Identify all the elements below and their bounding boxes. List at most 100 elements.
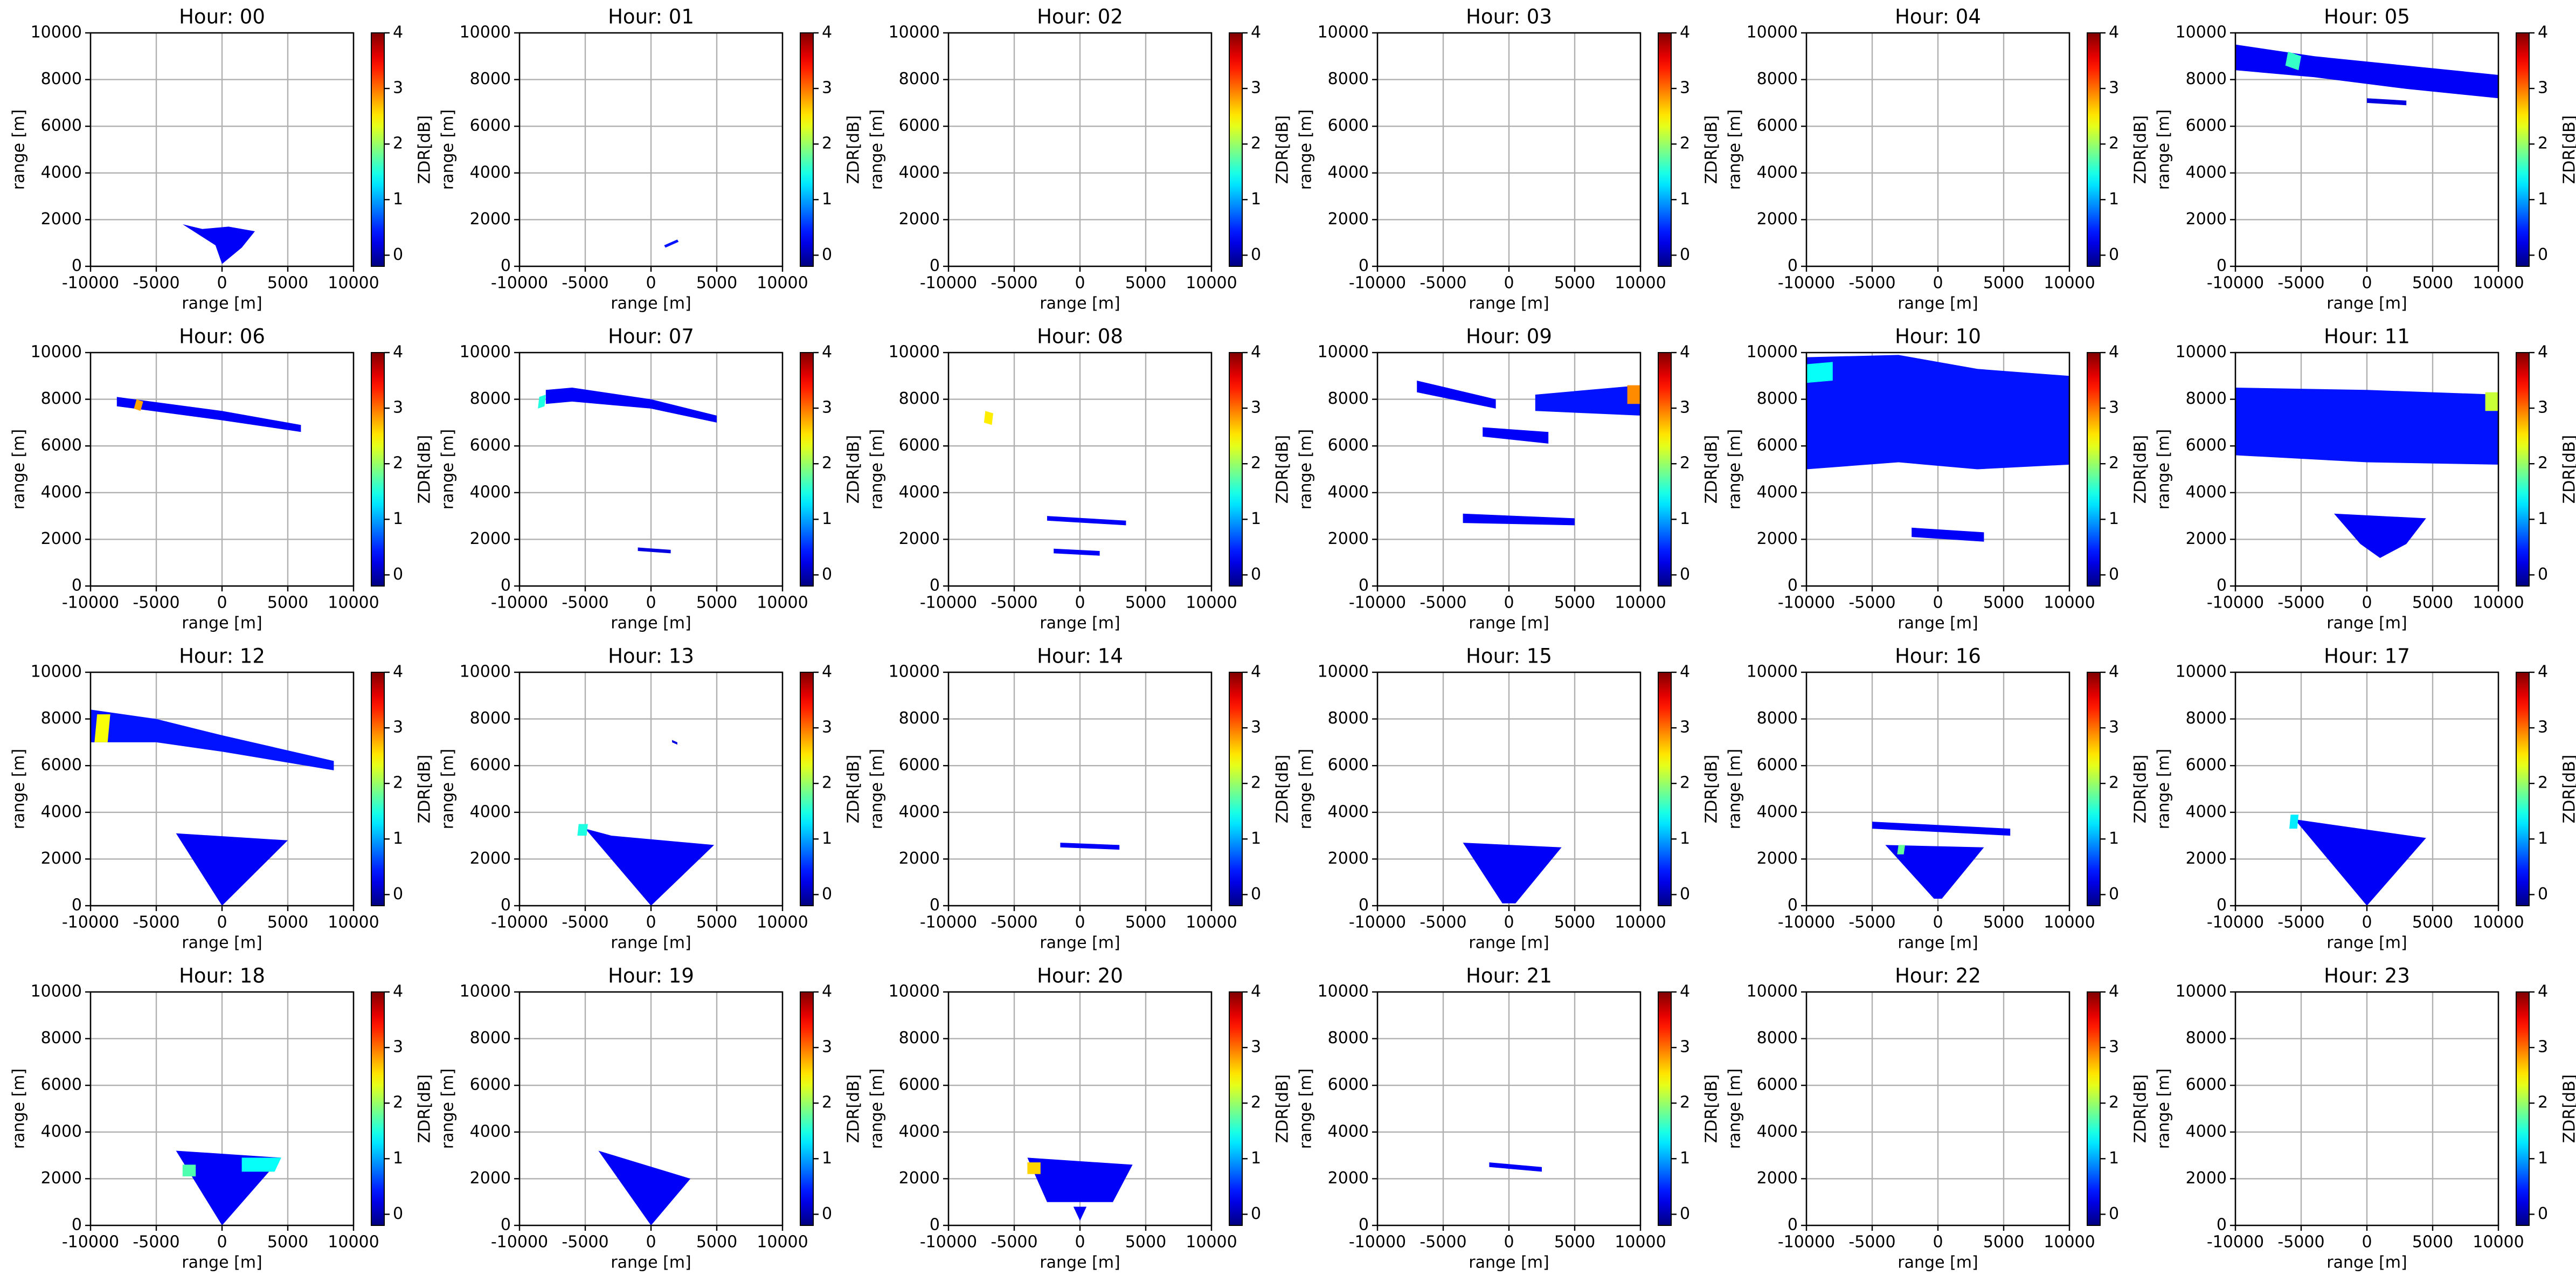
- y-tick-label: 0: [72, 257, 82, 275]
- y-tick-label: 10000: [460, 343, 511, 362]
- y-tick-label: 0: [501, 257, 511, 275]
- colorbar-tick-label: 1: [2538, 829, 2548, 848]
- axes-frame: [947, 351, 1213, 587]
- axes-frame: [2234, 991, 2499, 1226]
- y-tick-label: 10000: [460, 982, 511, 1001]
- x-tick-label: -5000: [2277, 1233, 2324, 1252]
- x-tick-label: -10000: [1349, 1233, 1406, 1252]
- subplot-title: Hour: 18: [179, 964, 265, 988]
- echo: [1417, 380, 1496, 409]
- x-tick-label: 0: [2362, 274, 2372, 293]
- colorbar-tick-label: 0: [393, 565, 403, 584]
- colorbar-tick-label: 0: [2109, 1204, 2119, 1223]
- y-axis-label: range [m]: [1297, 1069, 1315, 1149]
- x-tick-label: -5000: [562, 913, 608, 932]
- y-tick-label: 6000: [1328, 116, 1369, 135]
- colorbar-tick-label: 2: [1251, 1093, 1261, 1112]
- x-tick-label: -10000: [1349, 913, 1406, 932]
- y-tick-label: 6000: [470, 116, 511, 135]
- subplot-title: Hour: 04: [1895, 5, 1981, 29]
- colorbar-tick-label: 2: [1680, 774, 1690, 792]
- y-tick-label: 4000: [899, 163, 940, 182]
- x-tick-label: -5000: [133, 913, 179, 932]
- colorbar-tick-label: 4: [822, 663, 832, 681]
- colorbar: [1658, 32, 1672, 267]
- y-tick-label: 2000: [1328, 210, 1369, 229]
- colorbar-tick-label: 0: [2109, 245, 2119, 264]
- colorbar-tick-label: 4: [393, 982, 403, 1001]
- y-tick-label: 0: [930, 257, 940, 275]
- y-tick-label: 2000: [41, 210, 82, 229]
- echo: [585, 829, 715, 906]
- colorbar-tick-label: 3: [2109, 79, 2119, 98]
- y-tick-label: 2000: [2186, 210, 2227, 229]
- colorbar-tick-label: 1: [1680, 1149, 1690, 1168]
- x-tick-label: 10000: [1615, 1233, 1666, 1252]
- colorbar-tick-label: 4: [1680, 982, 1690, 1001]
- echo: [2334, 513, 2426, 559]
- axes-frame: [518, 671, 784, 907]
- x-axis-label: range [m]: [1040, 1253, 1120, 1272]
- x-tick-label: -5000: [562, 274, 608, 293]
- echo: [241, 1157, 281, 1172]
- y-tick-label: 0: [930, 1216, 940, 1235]
- x-tick-label: 10000: [2044, 1233, 2095, 1252]
- y-tick-label: 6000: [41, 116, 82, 135]
- y-tick-label: 10000: [31, 982, 82, 1001]
- y-tick-label: 0: [2217, 896, 2227, 915]
- colorbar-label: ZDR[dB]: [844, 1074, 863, 1143]
- colorbar-tick-label: 2: [2109, 134, 2119, 153]
- colorbar-tick-label: 2: [822, 1093, 832, 1112]
- echo: [1047, 516, 1126, 526]
- colorbar-tick-label: 1: [822, 190, 832, 209]
- axes-frame: [947, 991, 1213, 1226]
- subplot: Hour: 18 -10000 -5000 0 5000 10000 0 2000 4000 60…: [10, 964, 434, 1272]
- y-tick-label: 4000: [41, 802, 82, 821]
- echo-layer: [1489, 1162, 1542, 1172]
- echo: [2289, 815, 2299, 829]
- y-tick-label: 6000: [1757, 756, 1798, 775]
- echo-layer: [182, 224, 255, 264]
- x-axis-label: range [m]: [1469, 294, 1549, 313]
- colorbar-tick-label: 4: [393, 23, 403, 42]
- echo: [91, 709, 334, 770]
- colorbar-tick-label: 3: [1251, 718, 1261, 737]
- x-tick-label: -5000: [2277, 274, 2324, 293]
- colorbar-tick-label: 2: [393, 774, 403, 792]
- echo: [1806, 362, 1833, 383]
- y-axis-label: range [m]: [1726, 429, 1744, 509]
- colorbar: [2516, 32, 2530, 267]
- y-tick-label: 8000: [899, 709, 940, 728]
- axes-frame: [947, 671, 1213, 907]
- y-tick-label: 8000: [1328, 389, 1369, 408]
- y-tick-label: 6000: [41, 1076, 82, 1094]
- x-axis-label: range [m]: [182, 614, 262, 633]
- y-tick-label: 6000: [899, 1076, 940, 1094]
- y-axis-label: range [m]: [868, 1069, 887, 1149]
- x-tick-label: 0: [1504, 913, 1514, 932]
- y-tick-label: 0: [72, 576, 82, 595]
- x-tick-label: -5000: [991, 1233, 1037, 1252]
- subplot: Hour: 05 -10000 -5000 0 5000 10000 0 2000 4000 60…: [2155, 5, 2576, 313]
- axes-frame: [89, 351, 355, 587]
- x-axis-label: range [m]: [1040, 614, 1120, 633]
- x-tick-label: -5000: [1419, 1233, 1466, 1252]
- colorbar-tick-label: 1: [822, 1149, 832, 1168]
- y-tick-label: 2000: [1757, 849, 1798, 868]
- y-tick-label: 4000: [1328, 163, 1369, 182]
- y-tick-label: 8000: [1328, 1029, 1369, 1047]
- x-tick-label: -10000: [920, 913, 977, 932]
- axes-frame: [2234, 32, 2499, 267]
- x-tick-label: 10000: [2473, 594, 2524, 612]
- x-tick-label: -5000: [991, 274, 1037, 293]
- colorbar-tick-label: 2: [1680, 1093, 1690, 1112]
- x-tick-label: 5000: [1983, 1233, 2024, 1252]
- x-tick-label: -10000: [491, 913, 548, 932]
- x-tick-label: 5000: [696, 594, 737, 612]
- x-tick-label: 5000: [2412, 1233, 2453, 1252]
- colorbar-tick-label: 3: [2109, 398, 2119, 417]
- colorbar: [2516, 672, 2530, 906]
- x-tick-label: 0: [1933, 594, 1943, 612]
- y-tick-label: 4000: [470, 802, 511, 821]
